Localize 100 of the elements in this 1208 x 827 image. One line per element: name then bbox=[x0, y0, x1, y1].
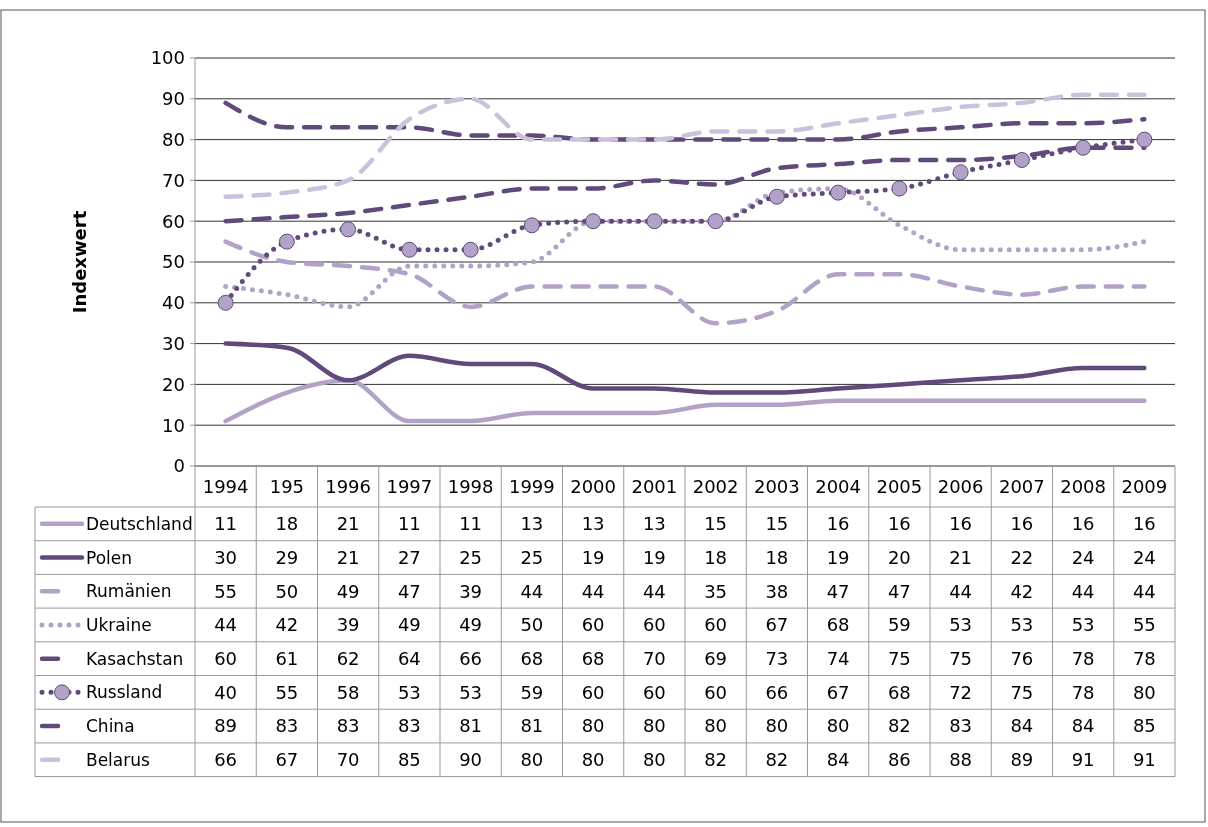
y-tick-label: 20 bbox=[162, 373, 185, 395]
legend-label: Polen bbox=[86, 547, 133, 568]
data-label: 66 bbox=[459, 647, 483, 669]
data-label: 42 bbox=[275, 614, 299, 636]
data-label: 61 bbox=[275, 647, 299, 669]
data-label: 11 bbox=[397, 513, 421, 535]
data-label: 44 bbox=[214, 614, 238, 636]
data-label: 50 bbox=[275, 580, 299, 602]
data-label: 53 bbox=[949, 614, 973, 636]
line-series bbox=[223, 378, 1147, 424]
data-label: 47 bbox=[397, 580, 421, 602]
data-label: 78 bbox=[1132, 647, 1156, 669]
legend-label: Deutschland bbox=[86, 513, 193, 534]
data-label: 35 bbox=[704, 580, 728, 602]
data-label: 76 bbox=[1010, 647, 1034, 669]
data-label: 84 bbox=[1071, 715, 1095, 737]
data-label: 80 bbox=[704, 715, 728, 737]
x-tick-label: 195 bbox=[269, 475, 305, 497]
data-label: 84 bbox=[1010, 715, 1034, 737]
data-label: 30 bbox=[214, 546, 238, 568]
data-label: 20 bbox=[887, 546, 911, 568]
x-tick-label: 1998 bbox=[447, 475, 494, 497]
legend-label: Kasachstan bbox=[86, 648, 184, 669]
data-label: 55 bbox=[1132, 614, 1156, 636]
x-tick-label: 2002 bbox=[692, 475, 739, 497]
data-label: 67 bbox=[275, 749, 299, 771]
x-tick-label: 1997 bbox=[386, 475, 433, 497]
data-label: 38 bbox=[765, 580, 789, 602]
data-label: 81 bbox=[520, 715, 544, 737]
x-tick-label: 1996 bbox=[325, 475, 372, 497]
data-label: 16 bbox=[826, 513, 850, 535]
y-tick-label: 90 bbox=[162, 88, 185, 110]
data-label: 19 bbox=[581, 546, 605, 568]
data-label: 25 bbox=[459, 546, 483, 568]
data-label: 24 bbox=[1132, 546, 1156, 568]
y-tick-label: 30 bbox=[162, 332, 185, 354]
data-label: 13 bbox=[520, 513, 544, 535]
data-label: 25 bbox=[520, 546, 544, 568]
data-label: 29 bbox=[275, 546, 299, 568]
data-label: 75 bbox=[1010, 681, 1034, 703]
data-label: 27 bbox=[397, 546, 421, 568]
data-label: 68 bbox=[520, 647, 544, 669]
data-label: 44 bbox=[949, 580, 973, 602]
point bbox=[340, 221, 357, 238]
data-label: 60 bbox=[642, 681, 666, 703]
x-tick-label: 2007 bbox=[998, 475, 1045, 497]
x-tick-label: 2001 bbox=[631, 475, 678, 497]
data-label: 55 bbox=[214, 580, 238, 602]
data-label: 40 bbox=[214, 681, 238, 703]
y-tick-label: 80 bbox=[162, 128, 185, 150]
data-label: 60 bbox=[214, 647, 238, 669]
data-label: 88 bbox=[949, 749, 973, 771]
data-label: 68 bbox=[887, 681, 911, 703]
data-label: 75 bbox=[949, 647, 973, 669]
point bbox=[401, 241, 418, 258]
data-label: 78 bbox=[1071, 647, 1095, 669]
point bbox=[646, 213, 663, 230]
data-label: 72 bbox=[949, 681, 973, 703]
data-label: 66 bbox=[214, 749, 238, 771]
data-label: 15 bbox=[765, 513, 789, 535]
point bbox=[830, 184, 847, 201]
x-tick-label: 2008 bbox=[1060, 475, 1107, 497]
line-series bbox=[223, 92, 1147, 199]
data-label: 84 bbox=[826, 749, 850, 771]
data-label: 44 bbox=[520, 580, 544, 602]
data-label: 49 bbox=[397, 614, 421, 636]
data-label: 59 bbox=[520, 681, 544, 703]
data-label: 18 bbox=[704, 546, 728, 568]
data-label: 55 bbox=[275, 681, 299, 703]
line-series bbox=[223, 341, 1147, 395]
data-label: 60 bbox=[704, 614, 728, 636]
data-label: 82 bbox=[704, 749, 728, 771]
data-label: 21 bbox=[949, 546, 973, 568]
data-label: 47 bbox=[887, 580, 911, 602]
x-tick-label: 2005 bbox=[876, 475, 923, 497]
data-label: 16 bbox=[1010, 513, 1034, 535]
data-label: 21 bbox=[336, 546, 360, 568]
y-tick-label: 70 bbox=[162, 169, 185, 191]
data-label: 53 bbox=[1010, 614, 1034, 636]
data-label: 73 bbox=[765, 647, 789, 669]
point bbox=[768, 188, 785, 205]
point bbox=[1136, 131, 1153, 148]
data-label: 66 bbox=[765, 681, 789, 703]
data-label: 68 bbox=[826, 614, 850, 636]
x-tick-label: 1999 bbox=[508, 475, 555, 497]
data-label: 89 bbox=[214, 715, 238, 737]
data-label: 44 bbox=[1071, 580, 1095, 602]
data-label: 69 bbox=[704, 647, 728, 669]
data-label: 80 bbox=[520, 749, 544, 771]
data-label: 11 bbox=[459, 513, 483, 535]
data-label: 13 bbox=[581, 513, 605, 535]
data-label: 80 bbox=[581, 715, 605, 737]
data-label: 70 bbox=[336, 749, 360, 771]
data-label: 19 bbox=[826, 546, 850, 568]
data-label: 80 bbox=[826, 715, 850, 737]
data-label: 44 bbox=[642, 580, 666, 602]
data-label: 82 bbox=[765, 749, 789, 771]
data-label: 78 bbox=[1071, 681, 1095, 703]
data-label: 90 bbox=[459, 749, 483, 771]
data-label: 21 bbox=[336, 513, 360, 535]
